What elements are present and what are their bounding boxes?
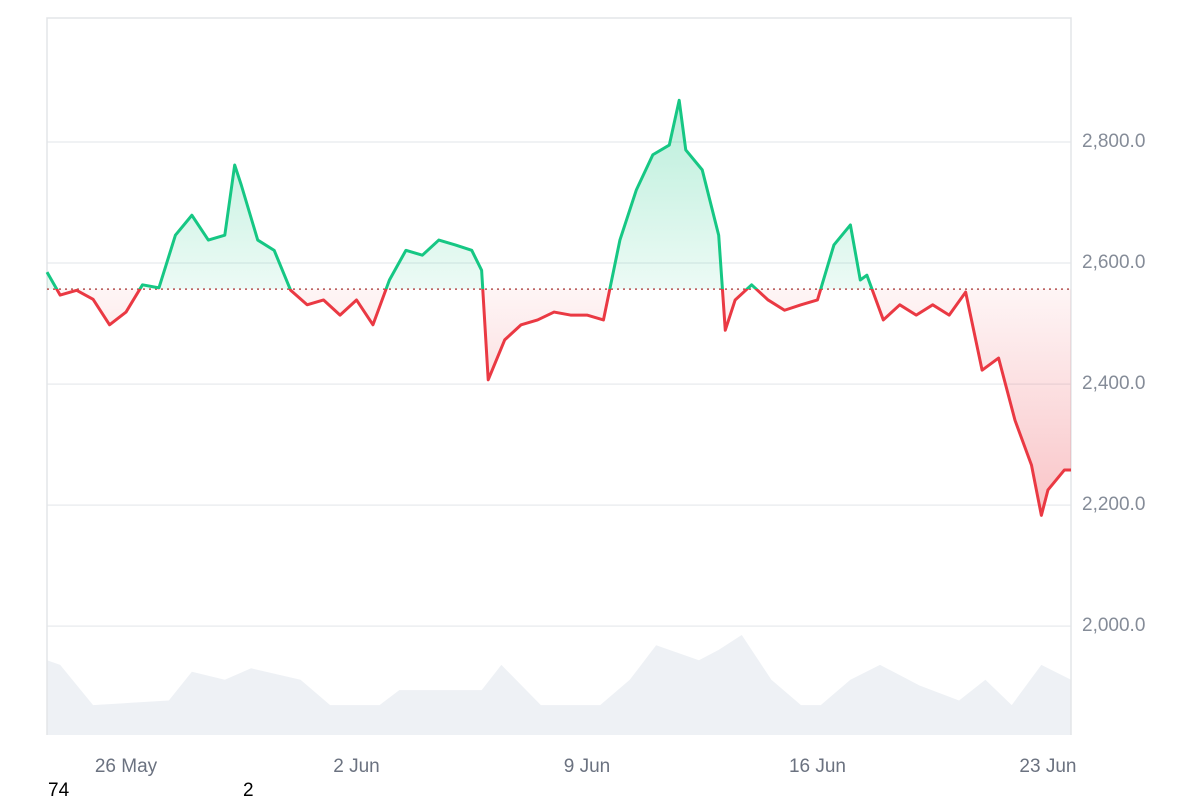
x-tick-label: 16 Jun <box>789 756 846 777</box>
x-tick-label: 26 May <box>95 756 158 777</box>
y-tick-label: 2,000.0 <box>1082 615 1145 636</box>
y-tick-label: 2,800.0 <box>1082 131 1145 152</box>
plot-frame <box>46 17 1072 735</box>
footer-text: 74 <box>48 780 70 800</box>
volume-area <box>47 634 1071 735</box>
y-tick-label: 2,200.0 <box>1082 494 1145 515</box>
price-area <box>47 100 1071 516</box>
x-tick-label: 23 Jun <box>1019 756 1076 777</box>
x-tick-label: 2 Jun <box>333 756 379 777</box>
x-tick-label: 9 Jun <box>564 756 610 777</box>
y-tick-label: 2,600.0 <box>1082 252 1145 273</box>
footer-text: 2 <box>243 780 254 800</box>
price-line <box>45 98 1071 517</box>
y-tick-label: 2,400.0 <box>1082 373 1145 394</box>
